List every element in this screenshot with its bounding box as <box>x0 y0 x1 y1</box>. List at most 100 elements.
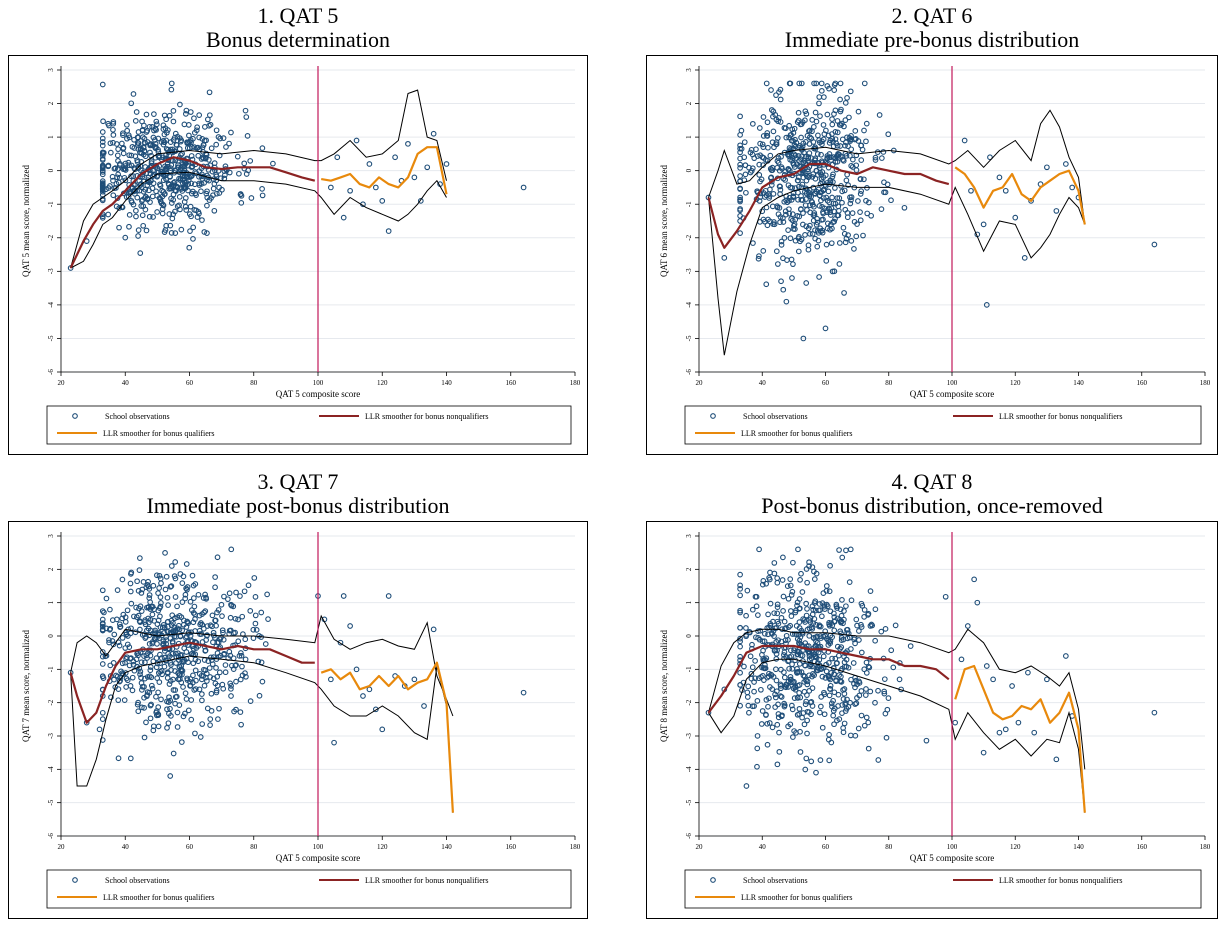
scatter-point <box>347 187 353 194</box>
scatter-point <box>146 213 153 220</box>
scatter-point <box>199 721 206 727</box>
scatter-point <box>847 546 854 553</box>
scatter-point <box>796 619 803 625</box>
scatter-point <box>148 682 155 689</box>
scatter-point <box>220 629 226 636</box>
scatter-point <box>865 610 872 617</box>
scatter-point <box>867 688 874 695</box>
scatter-point <box>780 286 787 293</box>
scatter-point <box>786 197 792 204</box>
scatter-point <box>747 653 754 660</box>
scatter-point <box>798 236 805 243</box>
scatter-point <box>212 584 218 591</box>
x-tick-label: 180 <box>1200 843 1211 851</box>
scatter-point <box>182 710 188 717</box>
chart-frame: 3 2 1 0 -1 -2 -3 -4 -5 -6 20 40 60 80 100 120 140 160 180 Q… <box>646 55 1218 455</box>
scatter-point <box>861 722 868 729</box>
scatter-point <box>744 689 751 696</box>
scatter-point <box>180 684 186 690</box>
legend-label-qualifiers: LLR smoother for bonus qualifiers <box>741 893 853 902</box>
scatter-point <box>809 703 816 709</box>
scatter-point <box>795 546 801 553</box>
scatter-point <box>187 676 194 682</box>
scatter-point <box>879 155 885 161</box>
scatter-point <box>760 190 767 196</box>
scatter-point <box>182 161 189 167</box>
scatter-point <box>106 626 113 633</box>
scatter-point <box>187 682 194 689</box>
scatter-point <box>233 678 239 685</box>
scatter-point <box>219 681 226 688</box>
scatter-point <box>868 212 874 219</box>
scatter-point <box>743 783 750 789</box>
y-tick-label: -2 <box>685 234 693 240</box>
scatter-point <box>746 709 752 716</box>
series-line <box>954 664 1086 813</box>
scatter-point <box>157 660 163 667</box>
scatter-point <box>786 122 792 129</box>
scatter-point <box>237 709 244 715</box>
scatter-point <box>99 152 106 159</box>
chart-plot-3: 3 2 1 0 -1 -2 -3 -4 -5 -620 40 60 80 100 120 140 160 180 Q… <box>21 532 581 909</box>
scatter-point <box>190 236 196 242</box>
scatter-point <box>176 202 182 209</box>
y-tick-label: 0 <box>47 168 55 172</box>
scatter-point <box>816 623 823 630</box>
scatter-point <box>237 191 244 197</box>
scatter-point <box>181 121 188 128</box>
scatter-point <box>764 132 770 139</box>
scatter-point <box>430 626 437 633</box>
scatter-point <box>204 188 210 195</box>
scatter-point <box>823 587 830 594</box>
scatter-point <box>811 212 818 218</box>
scatter-point <box>101 609 107 616</box>
scatter-point <box>164 619 171 625</box>
scatter-point <box>172 559 179 565</box>
scatter-point <box>186 211 193 217</box>
scatter-point <box>172 700 178 707</box>
scatter-point <box>789 631 796 637</box>
scatter-point <box>721 255 728 261</box>
scatter-point <box>737 653 743 660</box>
scatter-point <box>140 579 147 585</box>
scatter-point <box>771 633 777 639</box>
scatter-point <box>835 703 841 709</box>
scatter-point <box>817 703 824 710</box>
scatter-point <box>208 707 215 714</box>
scatter-point <box>226 648 233 655</box>
scatter-point <box>169 612 176 619</box>
scatter-point <box>203 594 209 601</box>
series-line <box>707 162 950 249</box>
scatter-point <box>172 687 179 693</box>
scatter-point <box>829 225 835 232</box>
scatter-point <box>958 656 965 663</box>
scatter-point <box>126 152 133 159</box>
x-tick-label: 20 <box>58 379 66 387</box>
scatter-point <box>123 655 129 662</box>
scatter-point <box>858 624 865 630</box>
scatter-point <box>99 135 106 142</box>
scatter-point <box>819 724 826 731</box>
scatter-point <box>160 172 167 178</box>
scatter-point <box>861 607 868 613</box>
scatter-point <box>209 661 216 668</box>
scatter-point <box>872 699 878 706</box>
scatter-point <box>836 547 842 553</box>
legend-label-nonqualifiers: LLR smoother for bonus nonqualifiers <box>365 412 489 421</box>
scatter-point <box>863 197 869 204</box>
scatter-point <box>166 681 173 687</box>
scatter-point <box>888 647 895 654</box>
scatter-point <box>767 175 774 181</box>
scatter-point <box>847 152 853 159</box>
scatter-point <box>841 690 848 697</box>
series-line <box>954 166 1086 225</box>
scatter-point <box>424 164 431 171</box>
scatter-point <box>165 629 171 635</box>
scatter-point <box>767 621 774 627</box>
scatter-point <box>114 673 121 680</box>
scatter-point <box>209 612 216 619</box>
scatter-point <box>852 136 859 142</box>
y-axis-label: QAT 5 mean score, normalized <box>21 164 31 277</box>
scatter-point <box>794 651 801 658</box>
scatter-point <box>213 687 220 694</box>
